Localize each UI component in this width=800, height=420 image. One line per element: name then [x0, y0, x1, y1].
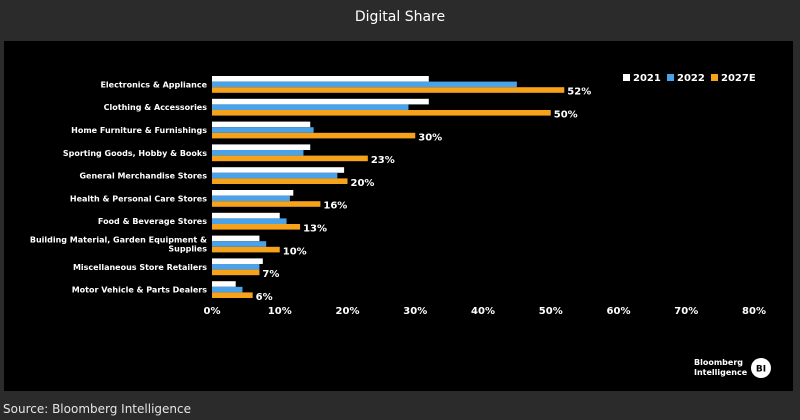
chart-title-bar: Digital Share	[0, 0, 800, 34]
legend-label-2027e: 2027E	[721, 73, 756, 84]
chart-panel: 2021 2022 2027E Electronics & Appliance Clo…	[4, 41, 793, 391]
chart-title: Digital Share	[354, 9, 446, 25]
brand-line1: Bloomberg	[694, 358, 743, 367]
bar-2021-4	[212, 167, 345, 173]
data-label-1: 50%	[554, 110, 578, 121]
data-label-5: 16%	[323, 201, 347, 212]
x-tick-label-80: 80%	[742, 306, 766, 317]
bar-2021-9	[212, 281, 236, 287]
category-label-7-line1: Supplies	[168, 245, 207, 254]
x-tick-label-60: 60%	[607, 306, 631, 317]
legend-swatch-2021	[623, 74, 630, 81]
legend-label-2021: 2021	[633, 73, 661, 84]
data-label-6: 13%	[303, 224, 327, 235]
bar-2022-2	[212, 127, 314, 133]
bar-2027e-3	[212, 155, 368, 162]
bar-2022-3	[212, 150, 304, 156]
bar-2027e-2	[212, 132, 416, 139]
x-tick-label-50: 50%	[539, 306, 563, 317]
category-label-1: Clothing & Accessories	[104, 103, 208, 112]
bar-2027e-7	[212, 246, 280, 253]
category-label-0: Electronics & Appliance	[100, 80, 207, 89]
category-labels: Electronics & Appliance Clothing & Access…	[30, 80, 208, 294]
bar-chart: 2021 2022 2027E Electronics & Appliance Clo…	[30, 73, 771, 378]
bar-2027e-0	[212, 87, 565, 93]
bar-2027e-9	[212, 292, 253, 298]
bar-2022-5	[212, 195, 290, 202]
bar-2021-6	[212, 212, 280, 219]
category-label-8: Miscellaneous Store Retailers	[73, 263, 207, 272]
bar-2027e-4	[212, 178, 348, 184]
x-tick-label-70: 70%	[674, 306, 698, 317]
source-note: Source: Bloomberg Intelligence	[3, 402, 191, 416]
data-label-9: 6%	[256, 292, 273, 303]
bar-2022-8	[212, 264, 260, 270]
x-tick-label-10: 10%	[268, 306, 292, 317]
brand-logo: Bloomberg Intelligence BI	[694, 358, 771, 378]
data-label-4: 20%	[351, 178, 375, 189]
data-label-0: 52%	[567, 87, 591, 98]
legend-label-2022: 2022	[677, 73, 705, 84]
legend-swatch-2022	[667, 74, 674, 81]
data-label-2: 30%	[418, 132, 442, 143]
category-label-9: Motor Vehicle & Parts Dealers	[72, 286, 208, 295]
bar-2021-8	[212, 258, 263, 264]
x-tick-label-0: 0%	[204, 306, 221, 317]
category-label-4: General Merchandise Stores	[79, 172, 207, 181]
category-label-3: Sporting Goods, Hobby & Books	[63, 149, 207, 158]
data-label-7: 10%	[283, 246, 307, 257]
bar-2021-3	[212, 144, 311, 150]
bar-2022-1	[212, 104, 409, 110]
legend: 2021 2022 2027E	[623, 73, 756, 84]
x-tick-label-40: 40%	[471, 306, 495, 317]
data-label-8: 7%	[262, 269, 279, 280]
bar-2022-6	[212, 218, 287, 224]
category-label-2: Home Furniture & Furnishings	[71, 126, 207, 135]
data-label-3: 23%	[371, 155, 395, 166]
bar-2022-7	[212, 241, 267, 247]
bar-2022-9	[212, 286, 243, 293]
x-tick-label-20: 20%	[336, 306, 360, 317]
category-label-6: Food & Beverage Stores	[98, 217, 207, 226]
bar-2021-1	[212, 98, 429, 105]
legend-swatch-2027e	[711, 74, 718, 81]
bar-2022-0	[212, 81, 517, 88]
bar-2027e-8	[212, 269, 260, 276]
bar-2021-0	[212, 76, 429, 82]
x-tick-label-30: 30%	[403, 306, 427, 317]
bar-2027e-5	[212, 201, 321, 207]
bars-group	[212, 76, 565, 298]
value-labels: 52% 50% 30% 23% 20% 16% 13% 10% 7% 6%	[256, 87, 592, 303]
bar-2027e-6	[212, 224, 301, 230]
bar-2021-2	[212, 121, 311, 128]
bar-2022-4	[212, 172, 338, 179]
bar-2021-7	[212, 235, 260, 242]
x-axis-ticks: 0% 10% 20% 30% 40% 50% 60% 70% 80%	[204, 306, 766, 317]
category-label-7-line0: Building Material, Garden Equipment &	[30, 236, 207, 245]
brand-line2: Intelligence	[694, 368, 748, 377]
bar-2027e-1	[212, 110, 551, 116]
bi-badge-icon	[751, 358, 771, 378]
bar-2021-5	[212, 190, 294, 196]
bi-badge-text: BI	[756, 365, 766, 375]
category-label-5: Health & Personal Care Stores	[70, 194, 207, 203]
